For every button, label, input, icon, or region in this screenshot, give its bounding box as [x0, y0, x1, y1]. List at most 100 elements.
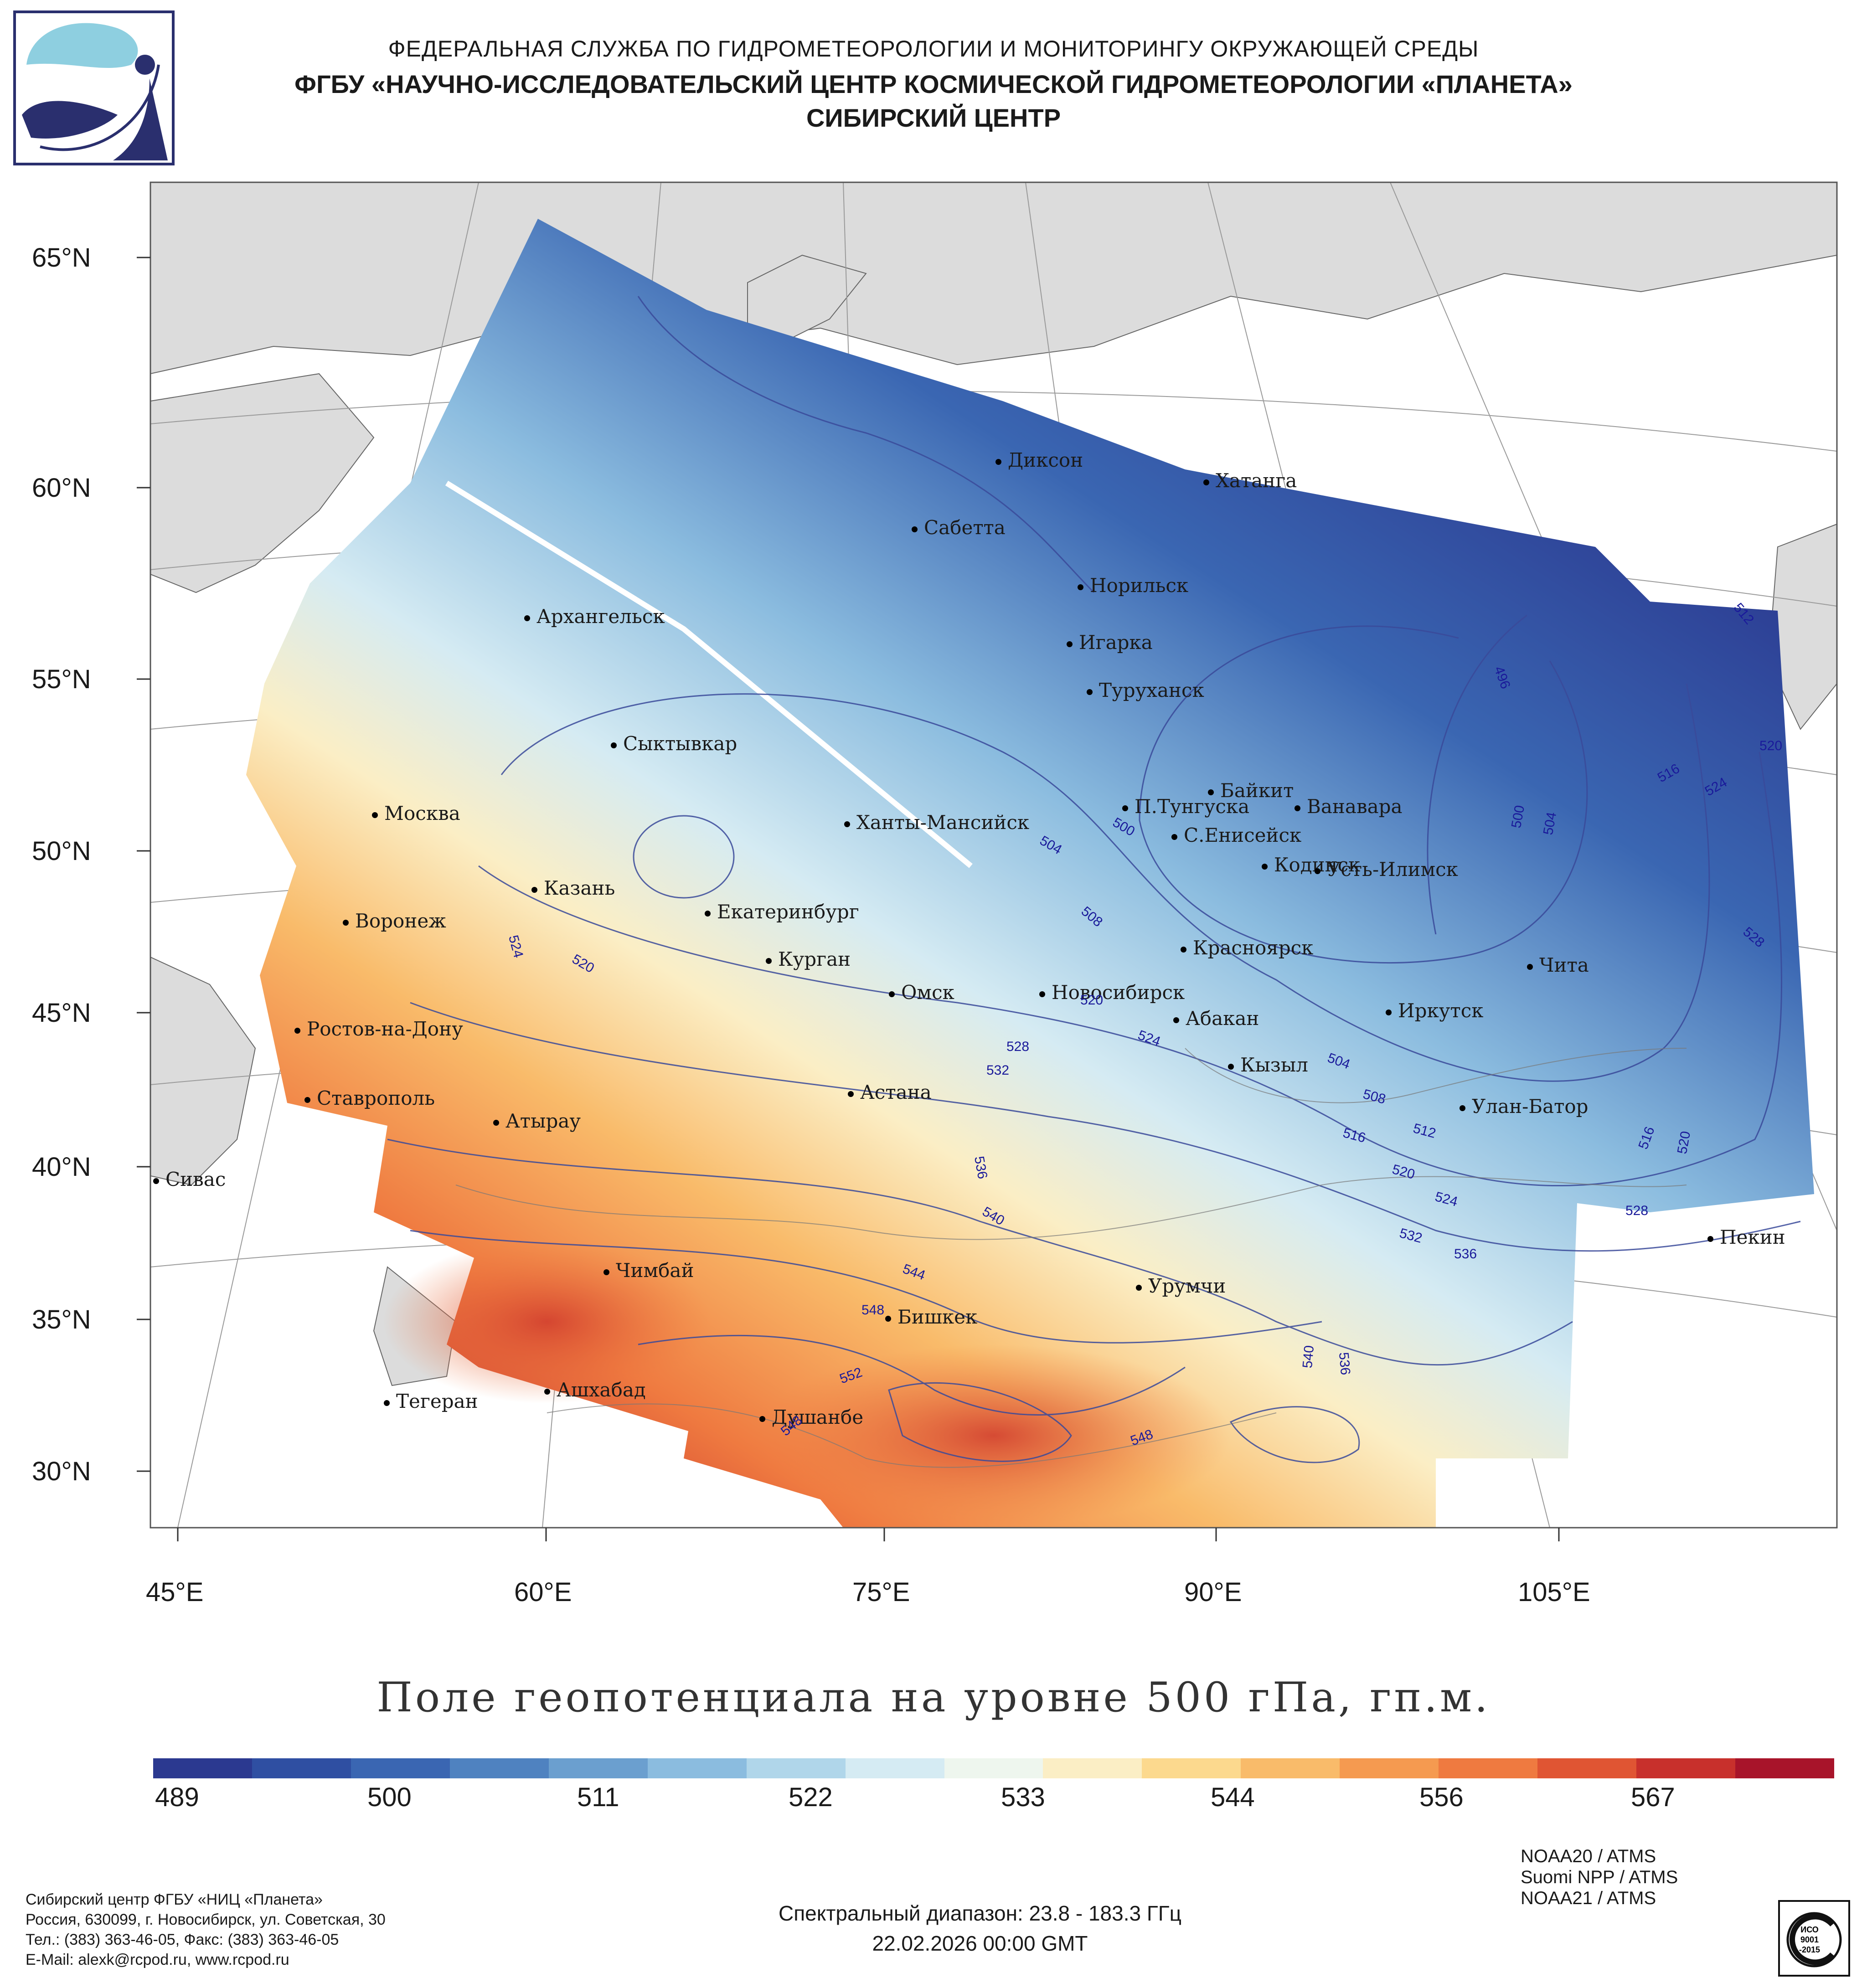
colorbar-swatch — [845, 1758, 944, 1778]
svg-text:ИСО: ИСО — [1800, 1925, 1819, 1934]
geopotential-field — [246, 219, 1814, 1528]
observation-datetime: 22.02.2026 00:00 GMT — [872, 1931, 1088, 1955]
caspian-black-sea — [150, 956, 256, 1186]
axis-ticks — [137, 257, 1560, 1541]
data-gap — [445, 480, 973, 868]
lat-label-40: 40°N — [32, 1152, 91, 1182]
city-label: Душанбе — [759, 1406, 863, 1428]
lat-label-35: 35°N — [32, 1305, 91, 1334]
contour-label: 536 — [1336, 1351, 1353, 1376]
city-label: Ростов-на-Дону — [294, 1018, 463, 1040]
lat-label-65: 65°N — [32, 243, 91, 273]
city-label: Туруханск — [1087, 679, 1204, 701]
colorbar-tick: 544 — [1211, 1782, 1255, 1812]
colorbar-swatch — [1340, 1758, 1439, 1778]
satellite-list: NOAA20 / ATMS Suomi NPP / ATMS NOAA21 / … — [1521, 1846, 1678, 1908]
city-label: Казань — [531, 877, 615, 899]
country-borders — [455, 1048, 1687, 1468]
lon-label-90: 90°E — [1184, 1577, 1242, 1607]
city-label: Кызыл — [1228, 1054, 1308, 1076]
colorbar-swatch — [153, 1758, 252, 1778]
colorbar-swatch — [647, 1758, 747, 1778]
city-label: Абакан — [1173, 1007, 1259, 1030]
city-label: Москва — [372, 802, 460, 824]
colorbar-swatch — [746, 1758, 846, 1778]
colorbar-swatch — [1439, 1758, 1538, 1778]
map-frame — [150, 181, 1838, 1529]
lon-label-45: 45°E — [146, 1577, 204, 1607]
city-label: Тегеран — [384, 1390, 478, 1412]
city-label: Норильск — [1078, 574, 1188, 597]
lat-label-45: 45°N — [32, 998, 91, 1028]
city-label: Сыктывкар — [611, 732, 737, 755]
lat-label-30: 30°N — [32, 1457, 91, 1486]
city-label: Урумчи — [1136, 1275, 1226, 1297]
city-label: Байкит — [1208, 779, 1294, 802]
city-label: Усть-Илимск — [1315, 858, 1458, 881]
colorbar-tick: 567 — [1631, 1782, 1675, 1812]
lon-label-105: 105°E — [1518, 1577, 1590, 1607]
map-title: Поле геопотенциала на уровне 500 гПа, гп… — [376, 1674, 1491, 1721]
city-label: Омск — [889, 981, 954, 1004]
lat-label-50: 50°N — [32, 836, 91, 866]
institute-title: ФГБУ «НАУЧНО-ИССЛЕДОВАТЕЛЬСКИЙ ЦЕНТР КОС… — [294, 70, 1573, 98]
city-label: Воронеж — [343, 910, 446, 932]
colorbar-tick: 533 — [1001, 1782, 1045, 1812]
scandinavia-land — [150, 373, 375, 593]
city-label: Ванавара — [1295, 795, 1403, 818]
colorbar-swatch — [252, 1758, 351, 1778]
spectral-range: Спектральный диапазон: 23.8 - 183.3 ГГц — [778, 1901, 1182, 1925]
contour-label: 540 — [1300, 1344, 1317, 1369]
colorbar-swatch — [548, 1758, 648, 1778]
city-label: Атырау — [493, 1110, 581, 1132]
geopotential-map — [137, 181, 1838, 1541]
warm-core-west — [383, 1240, 711, 1404]
colorbar-swatch — [1043, 1758, 1142, 1778]
colorbar-swatch — [1537, 1758, 1637, 1778]
city-label: Екатеринбург — [705, 901, 859, 923]
city-label: Пекин — [1707, 1226, 1785, 1248]
svg-text:9001: 9001 — [1800, 1935, 1819, 1944]
city-label: Сивас — [153, 1168, 226, 1190]
contour-label: 520 — [1759, 738, 1783, 753]
city-label: Игарка — [1067, 631, 1153, 654]
city-label: Ашхабад — [544, 1379, 646, 1401]
contour-label: 532 — [986, 1063, 1010, 1078]
arctic-land — [150, 182, 1837, 375]
contour-label: 528 — [1625, 1203, 1649, 1218]
contour-label: 536 — [1454, 1246, 1477, 1262]
city-label: Ханты-Мансийск — [844, 811, 1029, 834]
colorbar-swatch — [1241, 1758, 1340, 1778]
city-label: Новосибирск — [1039, 981, 1185, 1004]
city-label: Красноярск — [1181, 937, 1313, 959]
city-label: Диксон — [995, 449, 1083, 471]
lon-label-75: 75°E — [852, 1577, 910, 1607]
lat-label-55: 55°N — [32, 664, 91, 694]
colorbar-tick: 522 — [789, 1782, 833, 1812]
agency-title: ФЕДЕРАЛЬНАЯ СЛУЖБА ПО ГИДРОМЕТЕОРОЛОГИИ … — [388, 36, 1479, 62]
city-label: Хатанга — [1203, 469, 1297, 492]
colorbar-tick: 489 — [155, 1782, 199, 1812]
lat-label-60: 60°N — [32, 473, 91, 503]
warm-core — [757, 1344, 1231, 1527]
colorbar-tick: 500 — [367, 1782, 412, 1812]
city-label: Курган — [766, 948, 851, 970]
contour-label: 520 — [1080, 993, 1104, 1008]
city-label: Архангельск — [524, 605, 665, 628]
iso-certification-badge: ИСО 9001 -2015 — [1778, 1900, 1850, 1977]
city-label: С.Енисейск — [1171, 824, 1301, 846]
colorbar-swatch — [351, 1758, 450, 1778]
isohypses — [387, 296, 1801, 1463]
contour-label: 548 — [861, 1303, 885, 1318]
colorbar-swatch — [1735, 1758, 1834, 1778]
colorbar — [153, 1758, 1834, 1778]
colorbar-swatch — [1636, 1758, 1735, 1778]
colorbar-tick: 556 — [1419, 1782, 1464, 1812]
acquisition-info: Спектральный диапазон: 23.8 - 183.3 ГГц … — [684, 1898, 1276, 1958]
lon-label-60: 60°E — [514, 1577, 572, 1607]
colorbar-swatch — [1142, 1758, 1241, 1778]
center-title: СИБИРСКИЙ ЦЕНТР — [806, 103, 1061, 132]
svg-text:-2015: -2015 — [1799, 1945, 1820, 1954]
city-label: Астана — [848, 1081, 932, 1103]
colorbar-swatch — [944, 1758, 1043, 1778]
